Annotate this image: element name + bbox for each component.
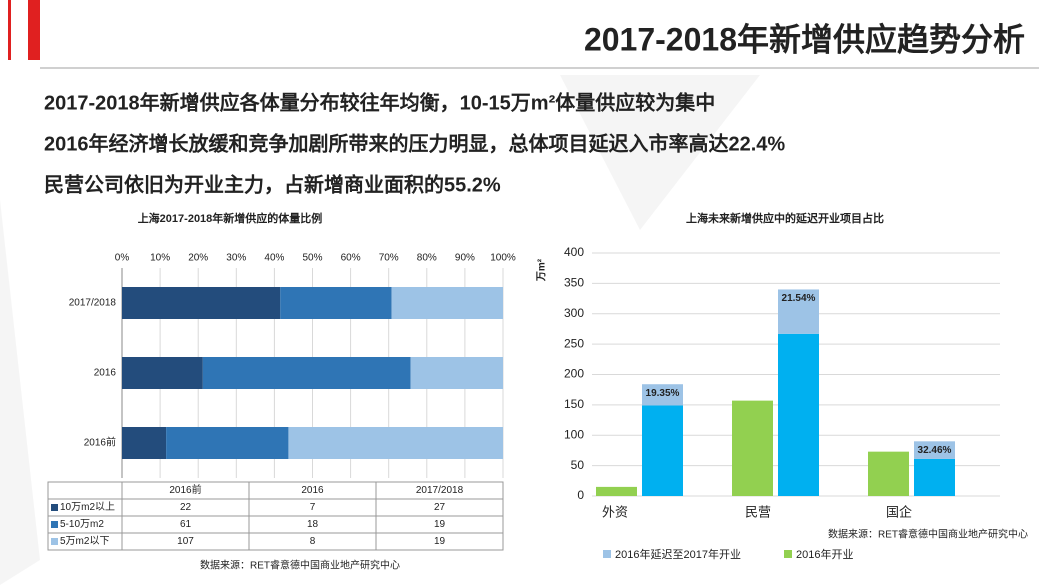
bullet: 民营公司依旧为开业主力，占新增商业面积的55.2% — [44, 172, 501, 196]
x-tick-label: 民营 — [745, 504, 771, 519]
legend-label: 5-10万m2 — [60, 519, 104, 530]
legend-swatch — [603, 550, 611, 558]
legend-label: 2016年开业 — [796, 547, 853, 561]
x-tick-label: 60% — [341, 253, 361, 264]
bar-segment — [280, 287, 392, 319]
x-tick-label: 100% — [490, 253, 516, 264]
legend-swatch — [784, 550, 792, 558]
table-cell: 19 — [434, 536, 446, 547]
bar — [778, 333, 819, 496]
table-header: 2016前 — [169, 483, 201, 496]
bg-shape — [0, 200, 40, 585]
chart-title: 上海2017-2018年新增供应的体量比例 — [138, 211, 323, 225]
bar-segment — [122, 427, 167, 459]
y-tick-label: 2017/2018 — [69, 298, 117, 309]
bar-segment — [288, 427, 503, 459]
table-header: 2017/2018 — [416, 485, 464, 496]
x-tick-label: 20% — [188, 253, 208, 264]
bar-segment — [391, 287, 503, 319]
chart-title: 上海未来新增供应中的延迟开业项目占比 — [686, 211, 884, 225]
bar — [642, 405, 683, 496]
x-tick-label: 50% — [302, 253, 322, 264]
data-label: 19.35% — [646, 388, 680, 399]
table-header: 2016 — [301, 485, 324, 496]
bar-segment — [122, 357, 203, 389]
bar — [642, 384, 683, 406]
table-cell: 8 — [310, 536, 316, 547]
bar — [914, 441, 955, 459]
y-tick-label: 350 — [564, 276, 584, 290]
table-cell: 61 — [180, 519, 192, 530]
accent-bar — [8, 0, 11, 60]
y-axis-label: 万m² — [536, 258, 548, 282]
x-tick-label: 外资 — [602, 504, 628, 519]
x-tick-label: 10% — [150, 253, 170, 264]
bullet: 2017-2018年新增供应各体量分布较往年均衡，10-15万m²体量供应较为集… — [44, 90, 715, 114]
bar-segment — [410, 357, 503, 389]
x-tick-label: 90% — [455, 253, 475, 264]
bar — [914, 458, 955, 496]
slide-title: 2017-2018年新增供应趋势分析 — [584, 21, 1025, 57]
table-cell: 107 — [177, 536, 194, 547]
accent-bar — [28, 0, 40, 60]
bar — [732, 400, 773, 496]
x-tick-label: 40% — [264, 253, 284, 264]
x-tick-label: 0% — [115, 253, 130, 264]
y-tick-label: 100 — [564, 427, 584, 441]
legend-label: 5万m2以下 — [60, 536, 109, 547]
table-cell: 7 — [310, 502, 316, 513]
x-tick-label: 70% — [379, 253, 399, 264]
legend-swatch — [51, 538, 58, 545]
y-tick-label: 150 — [564, 397, 584, 411]
y-tick-label: 0 — [577, 488, 584, 502]
bar — [778, 289, 819, 334]
bar-segment — [166, 427, 289, 459]
x-tick-label: 80% — [417, 253, 437, 264]
y-tick-label: 2016前 — [84, 436, 116, 449]
source: 数据来源：RET睿意德中国商业地产研究中心 — [828, 528, 1028, 541]
y-tick-label: 50 — [571, 458, 585, 472]
table-cell: 18 — [307, 519, 319, 530]
y-tick-label: 250 — [564, 336, 584, 350]
legend-swatch — [51, 504, 58, 511]
bg-shape — [560, 75, 760, 230]
bar-segment — [202, 357, 411, 389]
data-label: 21.54% — [782, 293, 816, 304]
legend-label: 10万m2以上 — [60, 501, 115, 513]
legend-label: 2016年延迟至2017年开业 — [615, 547, 741, 561]
table-cell: 22 — [180, 502, 192, 513]
legend-swatch — [51, 521, 58, 528]
source: 数据来源：RET睿意德中国商业地产研究中心 — [200, 559, 400, 572]
y-tick-label: 300 — [564, 306, 584, 320]
y-tick-label: 400 — [564, 245, 584, 259]
data-label: 32.46% — [918, 445, 952, 456]
table-cell: 19 — [434, 519, 446, 530]
x-tick-label: 30% — [226, 253, 246, 264]
table-cell: 27 — [434, 502, 446, 513]
y-tick-label: 2016 — [94, 368, 117, 379]
bar — [868, 451, 909, 496]
bullet: 2016年经济增长放缓和竞争加剧所带来的压力明显，总体项目延迟入市率高达22.4… — [44, 131, 785, 155]
y-tick-label: 200 — [564, 367, 584, 381]
bar — [596, 486, 637, 496]
x-tick-label: 国企 — [886, 504, 912, 519]
bar-segment — [122, 287, 281, 319]
